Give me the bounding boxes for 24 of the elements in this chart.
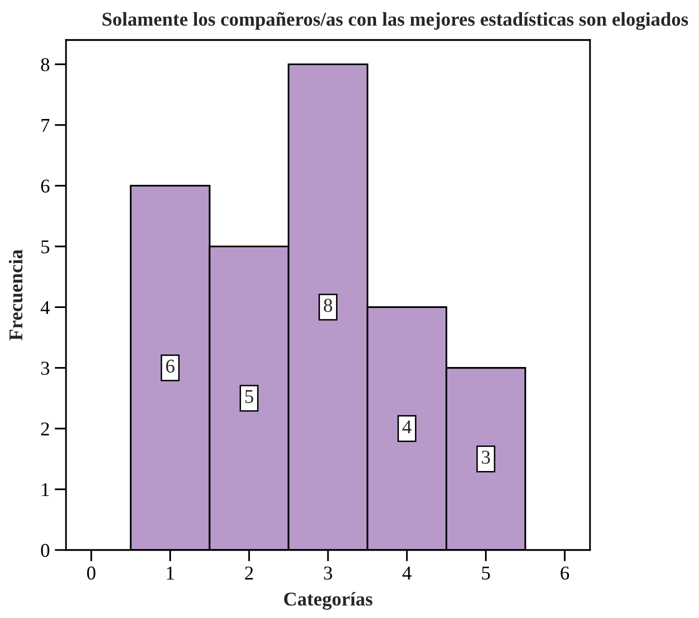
data-label: 6 <box>166 360 174 373</box>
y-tick-label: 3 <box>41 362 50 375</box>
x-axis-title: Categorías <box>284 592 372 610</box>
data-label: 3 <box>482 450 490 464</box>
y-tick-label: 8 <box>41 58 50 72</box>
x-tick-label: 3 <box>324 566 332 580</box>
chart-title: Solamente los compañeros/as con las mejores estadísticas son elogiados <box>102 12 688 30</box>
y-tick-label: 1 <box>42 483 49 496</box>
y-tick-label: 0 <box>41 544 50 557</box>
x-tick-label: 0 <box>87 566 96 580</box>
x-tick-label: 6 <box>560 566 570 580</box>
x-tick-label: 1 <box>167 566 174 580</box>
x-tick-label: 5 <box>482 566 490 580</box>
x-tick-label: 2 <box>245 566 253 580</box>
y-tick-label: 6 <box>41 180 50 193</box>
y-tick-label: 7 <box>42 119 50 132</box>
data-label: 8 <box>324 298 332 312</box>
y-tick-label: 4 <box>40 301 50 314</box>
y-tick-label: 5 <box>41 240 50 254</box>
x-tick-label: 4 <box>402 566 412 580</box>
y-axis-title: Frecuencia <box>8 250 23 340</box>
data-label: 4 <box>402 420 412 434</box>
y-tick-label: 2 <box>41 422 49 436</box>
data-label: 5 <box>245 390 254 404</box>
